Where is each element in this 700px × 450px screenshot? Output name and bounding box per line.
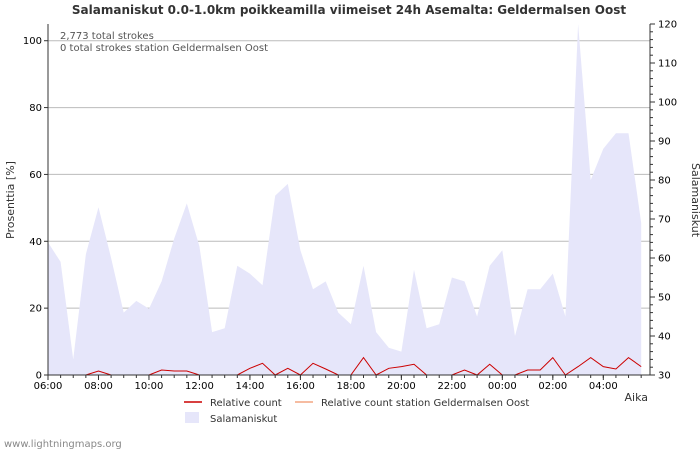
legend-label-relative-count: Relative count: [210, 398, 282, 409]
left-y-ticks: 0 20 40 60 80 100: [23, 36, 48, 382]
right-axis-label: Salamaniskut: [689, 163, 700, 238]
area-series: [48, 24, 642, 375]
left-tick-label: 60: [29, 170, 42, 181]
right-tick-label: 80: [658, 176, 671, 187]
x-tick-label: 22:00: [437, 381, 466, 392]
legend-swatch-salamaniskut: [185, 412, 199, 423]
right-tick-label: 60: [658, 254, 671, 265]
left-tick-label: 40: [29, 237, 42, 248]
left-tick-label: 20: [29, 304, 42, 315]
x-tick-label: 16:00: [286, 381, 315, 392]
x-tick-label: 04:00: [589, 381, 618, 392]
left-tick-label: 80: [29, 103, 42, 114]
right-tick-label: 90: [658, 137, 671, 148]
x-tick-label: 00:00: [488, 381, 517, 392]
x-tick-label: 18:00: [336, 381, 365, 392]
left-tick-label: 100: [23, 36, 42, 47]
right-tick-label: 50: [658, 293, 671, 304]
x-tick-label: 08:00: [84, 381, 113, 392]
right-tick-label: 120: [658, 20, 677, 31]
legend: Relative count Relative count station Ge…: [184, 398, 529, 425]
x-tick-label: 20:00: [387, 381, 416, 392]
x-tick-label: 14:00: [236, 381, 265, 392]
station-strokes-note: 0 total strokes station Geldermalsen Oos…: [60, 43, 268, 54]
right-tick-label: 40: [658, 332, 671, 343]
x-tick-label: 12:00: [185, 381, 214, 392]
x-tick-label: 06:00: [34, 381, 63, 392]
right-tick-label: 70: [658, 215, 671, 226]
right-y-ticks: 30 40 50 60 70 80 90 100 110 120: [650, 20, 677, 382]
total-strokes-note: 2,773 total strokes: [60, 31, 154, 42]
right-tick-label: 100: [658, 98, 677, 109]
x-tick-label: 10:00: [135, 381, 164, 392]
left-tick-label: 0: [36, 371, 42, 382]
footer-credit: www.lightningmaps.org: [4, 439, 122, 450]
plot-area: 06:00 08:00 10:00 12:00 14:00 16:00 18:00 20:00…: [23, 20, 677, 393]
area-salamaniskut: [48, 24, 642, 375]
left-axis-label: Prosenttia [%]: [4, 161, 17, 239]
right-tick-label: 110: [658, 59, 677, 70]
legend-label-salamaniskut: Salamaniskut: [210, 414, 277, 425]
right-tick-label: 30: [658, 371, 671, 382]
x-tick-label: 02:00: [538, 381, 567, 392]
x-ticks: 06:00 08:00 10:00 12:00 14:00 16:00 18:00 20:00…: [34, 375, 642, 392]
legend-label-relative-count-station: Relative count station Geldermalsen Oost: [321, 398, 529, 409]
x-axis-label: Aika: [625, 391, 649, 404]
chart-title: Salamaniskut 0.0-1.0km poikkeamilla viim…: [72, 3, 626, 17]
